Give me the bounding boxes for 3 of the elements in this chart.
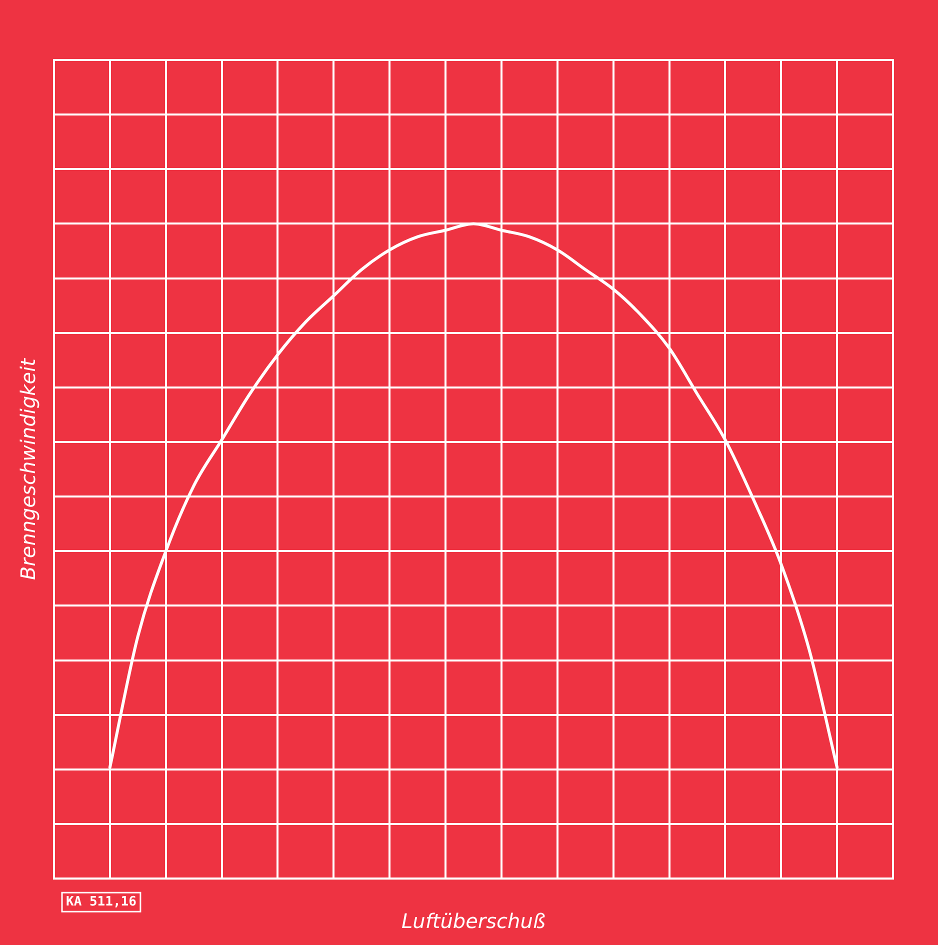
x-axis-title: Luftüberschuß (402, 909, 546, 934)
text: KA 511,16 (66, 894, 137, 910)
y-axis-title: Brenngeschwindigkeit (16, 357, 40, 580)
